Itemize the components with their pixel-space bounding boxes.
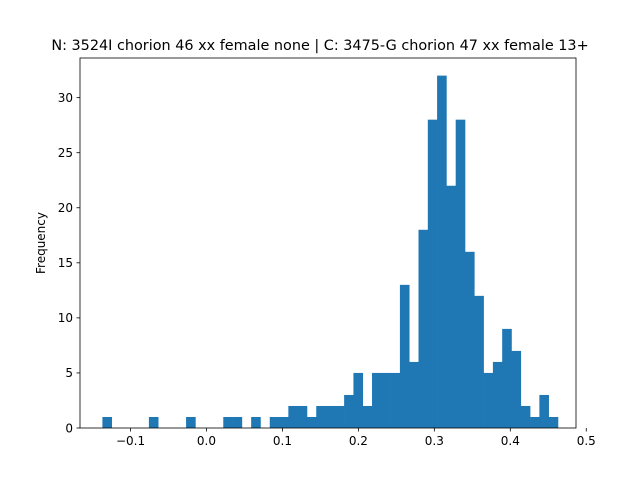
histogram-bar	[427, 119, 438, 429]
histogram-bar	[483, 372, 494, 428]
histogram-bar	[148, 416, 159, 428]
y-tick-label: 20	[58, 201, 73, 215]
histogram-bar	[232, 416, 243, 428]
histogram-bar	[316, 405, 326, 428]
histogram-bar	[288, 405, 298, 428]
y-tick-label: 30	[58, 91, 73, 105]
histogram-bar	[269, 416, 280, 428]
y-tick-label: 25	[58, 146, 73, 160]
x-tick-label: −0.1	[116, 434, 145, 448]
histogram-bar	[223, 416, 233, 428]
histogram-bar	[437, 75, 447, 429]
histogram-bar	[474, 295, 484, 428]
histogram-bar	[372, 372, 382, 428]
histogram-bar	[502, 328, 512, 428]
histogram-bar	[362, 405, 373, 428]
x-tick-label: 0.4	[501, 434, 520, 448]
histogram-bar	[251, 416, 261, 428]
histogram-bar	[344, 394, 354, 428]
bars-layer	[102, 75, 559, 429]
histogram-bar	[511, 350, 522, 428]
y-tick-label: 5	[65, 366, 73, 380]
histogram-bar	[446, 185, 456, 428]
x-tick-label: 0.0	[197, 434, 216, 448]
x-tick-label: 0.2	[349, 434, 368, 448]
y-axis-label: Frequency	[34, 212, 48, 274]
histogram-bar	[465, 251, 475, 428]
histogram-bar	[353, 372, 364, 428]
histogram-bar	[409, 361, 419, 428]
histogram-bar	[334, 405, 345, 428]
histogram-bar	[325, 405, 336, 428]
plot-frame	[79, 57, 577, 429]
histogram-bar	[381, 372, 391, 428]
chart-title: N: 3524I chorion 46 xx female none | C: …	[51, 38, 588, 54]
histogram-bar	[306, 416, 317, 428]
x-tick-label: 0.5	[577, 434, 596, 448]
histogram-bar	[102, 416, 113, 428]
histogram-bar	[520, 405, 531, 428]
axes-layer: −0.1 0.0 0.1 0.2 0.3 0.4 0.5 0 5 10 15 20 25 30	[58, 57, 596, 448]
histogram-bar	[455, 119, 466, 429]
histogram-bar	[297, 405, 308, 428]
y-tick-label: 0	[65, 421, 73, 435]
histogram-bar	[399, 284, 410, 428]
histogram-bar	[418, 229, 429, 428]
histogram-bar	[186, 416, 196, 428]
x-tick-label: 0.1	[273, 434, 292, 448]
histogram-bar	[390, 372, 401, 428]
histogram-bar	[279, 416, 289, 428]
x-tick-label: 0.3	[425, 434, 444, 448]
histogram-bar	[530, 416, 540, 428]
histogram-bar	[548, 416, 559, 428]
histogram-bar	[492, 361, 503, 428]
histogram-bar	[539, 394, 549, 428]
y-tick-label: 10	[58, 311, 73, 325]
y-tick-label: 15	[58, 256, 73, 270]
